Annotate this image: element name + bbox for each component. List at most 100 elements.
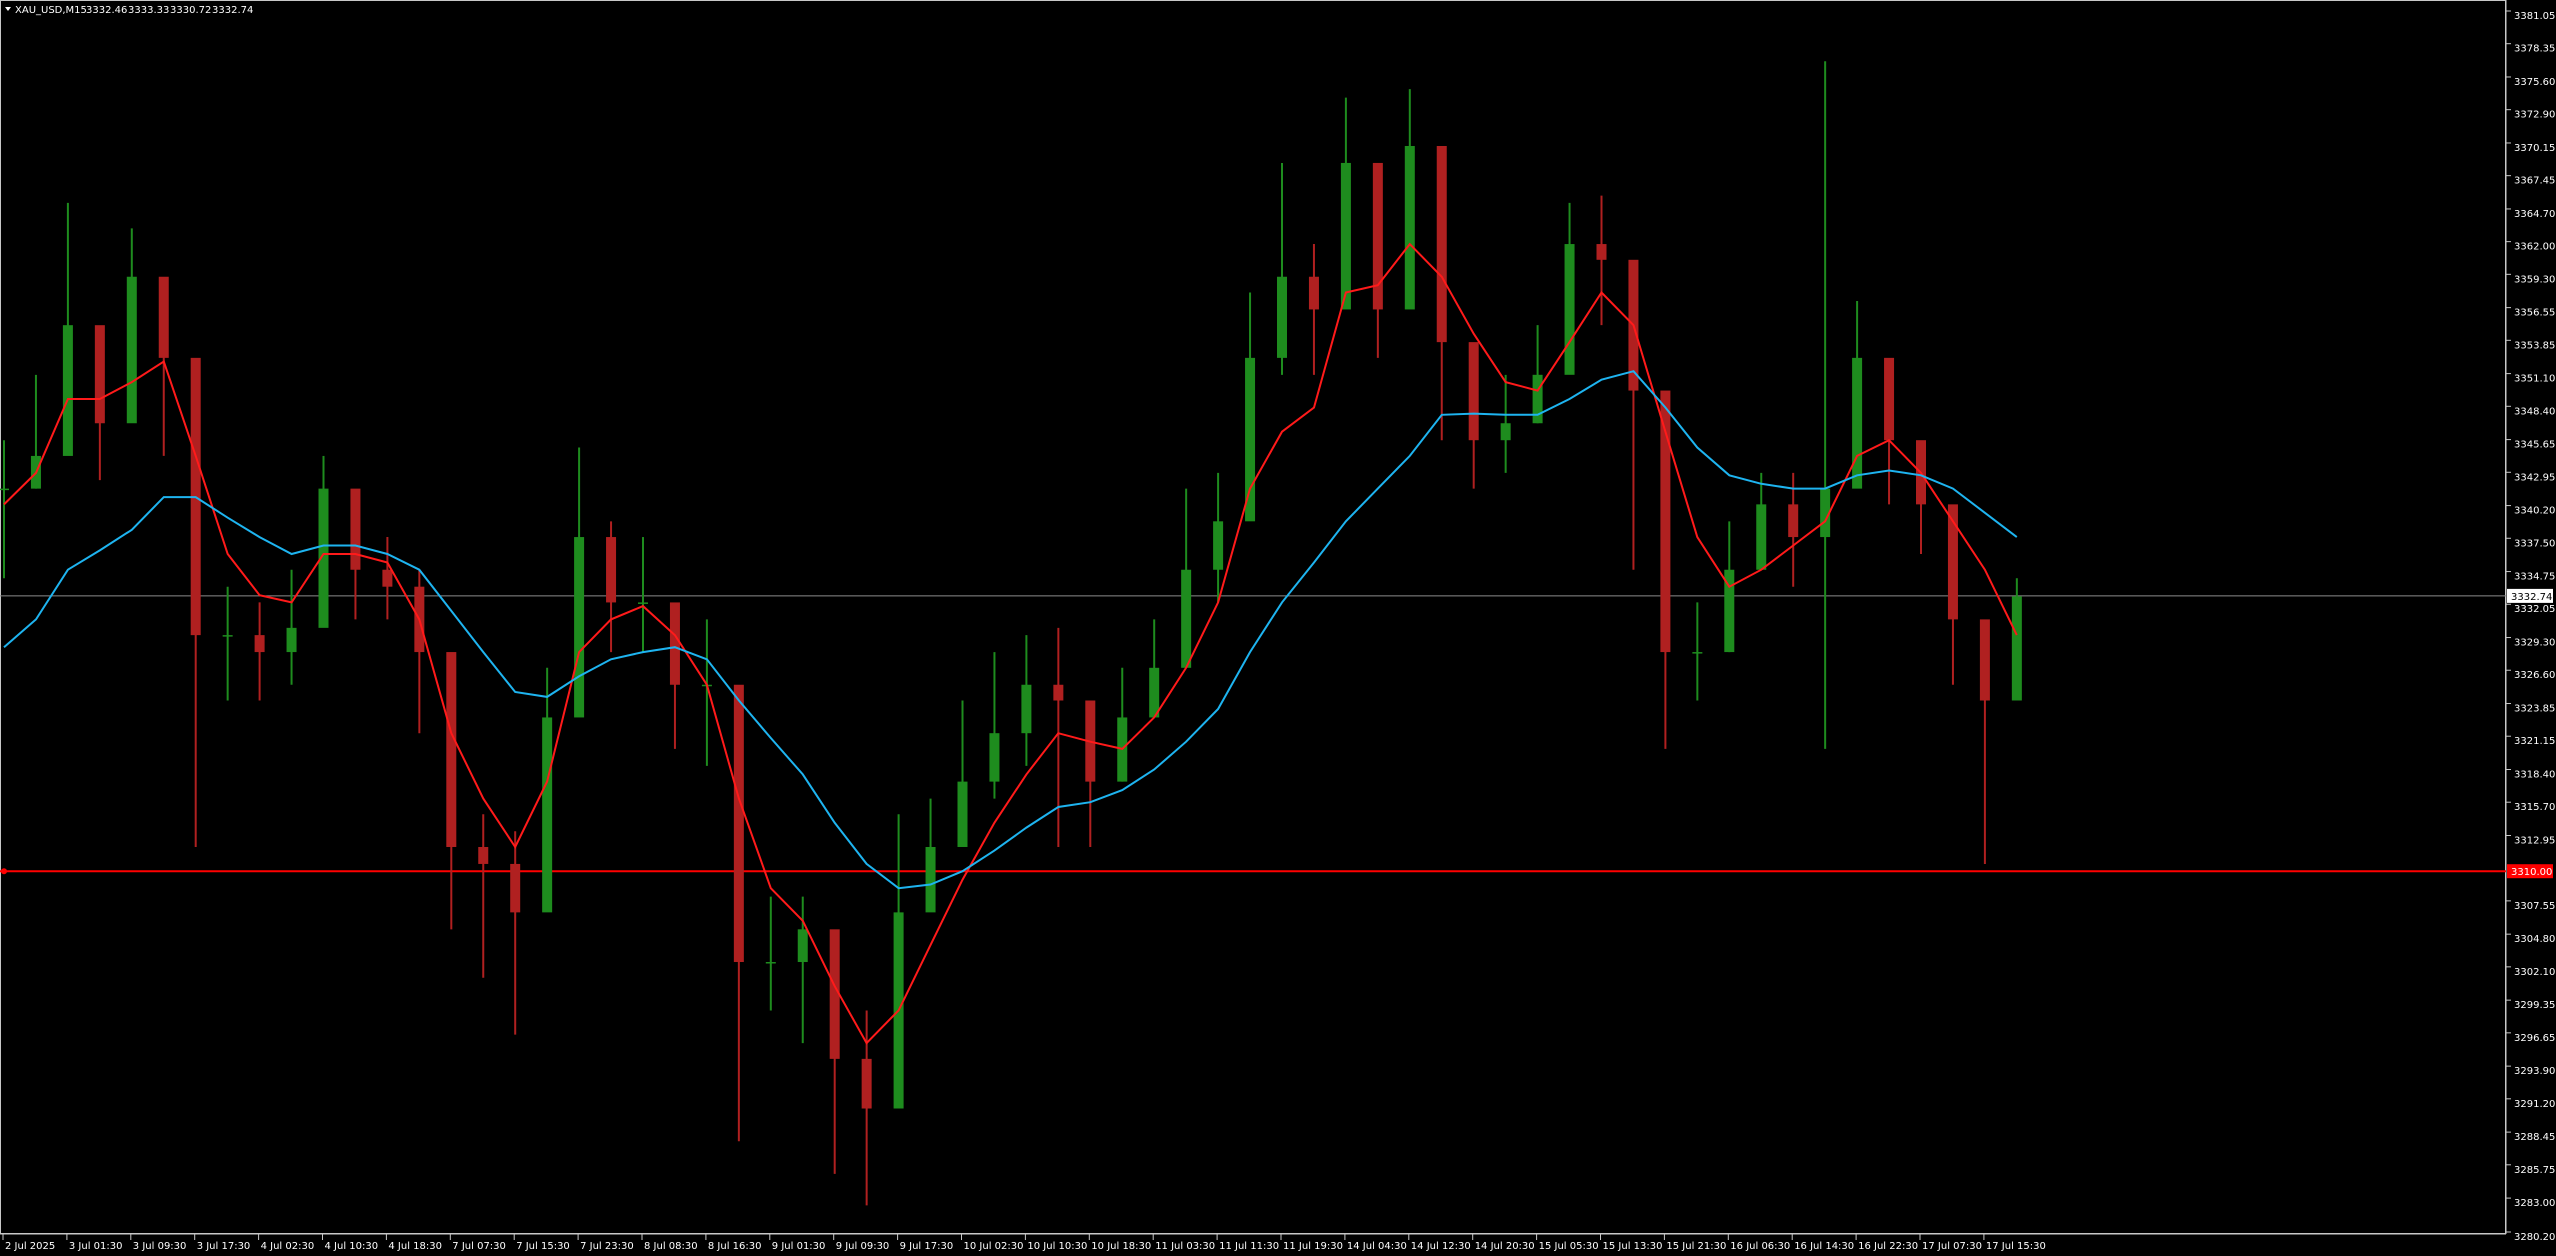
candle-body	[1756, 504, 1767, 570]
ohlc-open: 3332.46	[86, 5, 127, 16]
collapse-arrow	[5, 7, 11, 11]
x-tick-label: 11 Jul 11:30	[1219, 1241, 1279, 1252]
candle-body	[638, 602, 648, 604]
candle-body	[542, 717, 553, 913]
candle-body	[765, 962, 776, 964]
price-label: 3332.74	[2511, 592, 2552, 603]
candle-body	[797, 929, 808, 963]
candle-body	[382, 569, 393, 587]
moving-average	[3, 242, 2018, 1045]
y-tick-label: 3353.85	[2514, 340, 2555, 351]
y-tick-label: 3345.65	[2514, 440, 2555, 451]
candle-body	[1340, 162, 1351, 310]
x-tick-label: 16 Jul 22:30	[1858, 1241, 1918, 1252]
x-tick-label: 10 Jul 10:30	[1027, 1241, 1087, 1252]
candle-body	[2011, 596, 2022, 701]
x-tick-label: 7 Jul 15:30	[516, 1241, 570, 1252]
candle-body	[1724, 569, 1735, 653]
level-anchor	[1, 868, 7, 875]
x-tick-label: 15 Jul 21:30	[1666, 1241, 1726, 1252]
level-label-box	[2507, 864, 2553, 879]
level-label: 3310.00	[2511, 867, 2552, 878]
y-tick-label: 3381.05	[2514, 11, 2555, 22]
x-tick-label: 9 Jul 17:30	[900, 1241, 954, 1252]
x-tick-label: 9 Jul 01:30	[772, 1241, 826, 1252]
candle-body	[957, 781, 968, 847]
candle-body	[574, 537, 585, 718]
y-tick-label: 3342.95	[2514, 472, 2555, 483]
y-tick-label: 3362.00	[2514, 242, 2555, 253]
candle-body	[446, 652, 457, 847]
candle-body	[286, 627, 297, 653]
y-tick-label: 3321.15	[2514, 736, 2555, 747]
candle-body	[1660, 390, 1671, 653]
candle-body	[510, 863, 521, 913]
candle-body	[126, 276, 137, 424]
candle-body	[1277, 276, 1287, 358]
y-tick-label: 3329.30	[2514, 638, 2555, 649]
y-tick-label: 3299.35	[2514, 1000, 2555, 1011]
y-tick-label: 3337.50	[2514, 538, 2555, 549]
candle-body	[1468, 342, 1479, 441]
candle-body	[158, 276, 169, 358]
candle-body	[1979, 619, 1990, 701]
y-tick-label: 3334.75	[2514, 572, 2555, 583]
y-tick-label: 3370.15	[2514, 143, 2555, 154]
ohlc-low: 3330.72	[170, 5, 211, 16]
x-tick-label: 4 Jul 02:30	[261, 1241, 315, 1252]
x-tick-label: 11 Jul 03:30	[1155, 1241, 1215, 1252]
x-tick-label: 3 Jul 17:30	[197, 1241, 251, 1252]
x-tick-label: 8 Jul 16:30	[708, 1241, 762, 1252]
candle-body	[1149, 667, 1160, 718]
y-tick-label: 3302.10	[2514, 967, 2555, 978]
candle-body	[733, 684, 744, 963]
candle-body	[669, 602, 680, 685]
plot	[0, 61, 2506, 1206]
candle-body	[1884, 357, 1895, 441]
y-tick-label: 3323.85	[2514, 704, 2555, 715]
x-tick-label: 17 Jul 15:30	[1986, 1241, 2046, 1252]
y-tick-label: 3375.60	[2514, 77, 2555, 88]
y-tick-label: 3283.00	[2514, 1198, 2555, 1209]
x-tick-label: 14 Jul 04:30	[1347, 1241, 1407, 1252]
x-tick-label: 17 Jul 07:30	[1922, 1241, 1982, 1252]
y-tick-label: 3348.40	[2514, 406, 2555, 417]
y-tick-label: 3318.40	[2514, 770, 2555, 781]
x-tick-label: 15 Jul 13:30	[1603, 1241, 1663, 1252]
moving-average	[3, 370, 2018, 890]
candle-body	[1436, 145, 1447, 343]
candle-body	[861, 1058, 872, 1109]
x-tick-label: 7 Jul 07:30	[452, 1241, 506, 1252]
x-tick-label: 14 Jul 12:30	[1411, 1241, 1471, 1252]
candle-body	[1500, 423, 1511, 441]
ohlc-high: 3333.33	[128, 5, 169, 16]
y-tick-label: 3359.30	[2514, 274, 2555, 285]
candle-body	[222, 635, 233, 637]
y-tick-label: 3293.90	[2514, 1066, 2555, 1077]
y-tick-label: 3304.80	[2514, 934, 2555, 945]
x-tick-label: 10 Jul 18:30	[1091, 1241, 1151, 1252]
candle-body	[606, 537, 617, 603]
y-tick-label: 3356.55	[2514, 308, 2555, 319]
x-tick-label: 16 Jul 06:30	[1730, 1241, 1790, 1252]
candle-body	[989, 733, 1000, 782]
x-tick-label: 9 Jul 09:30	[836, 1241, 890, 1252]
candle-body	[1596, 244, 1607, 260]
y-tick-label: 3326.60	[2514, 670, 2555, 681]
candle-body	[94, 325, 105, 424]
y-tick-label: 3372.90	[2514, 110, 2555, 121]
chart-frame	[0, 0, 2506, 1234]
y-tick-label: 3340.20	[2514, 506, 2555, 517]
x-tick-label: 15 Jul 05:30	[1539, 1241, 1599, 1252]
candle-body	[1564, 244, 1575, 375]
x-tick-label: 10 Jul 02:30	[964, 1241, 1024, 1252]
y-tick-label: 3332.05	[2514, 604, 2555, 615]
candle-body	[1947, 504, 1958, 620]
y-tick-label: 3285.75	[2514, 1165, 2555, 1176]
candle-body	[254, 635, 265, 653]
candle-body	[1404, 145, 1415, 310]
price-label-box	[2507, 588, 2553, 603]
